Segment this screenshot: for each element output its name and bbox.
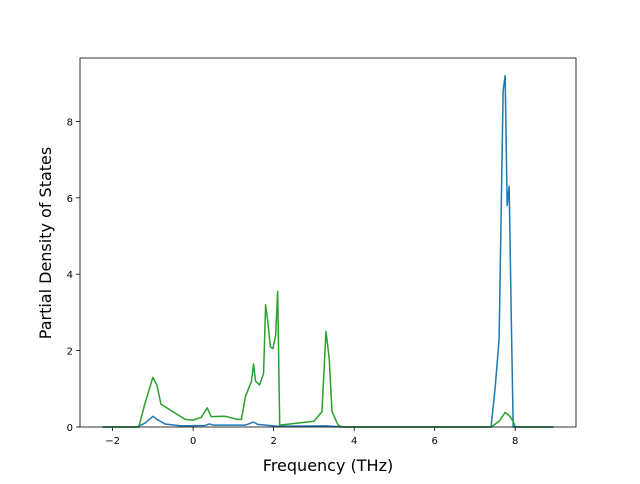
y-axis-label: Partial Density of States [36,147,55,339]
y-tick-label: 6 [67,194,73,205]
y-tick-label: 4 [67,270,73,281]
x-axis-label: Frequency (THz) [263,456,393,475]
data-line [102,74,554,428]
y-tick-label: 0 [67,423,73,434]
x-tick-label: 0 [190,436,196,447]
x-tick-label: 2 [270,436,276,447]
y-tick-label: 2 [67,347,73,358]
x-tick-label: 6 [432,436,438,447]
x-tick-label: −2 [105,436,120,447]
plot-frame [79,57,577,428]
x-tick-label: 4 [351,436,357,447]
x-tick-label: 8 [512,436,518,447]
y-tick-label: 8 [67,117,73,128]
